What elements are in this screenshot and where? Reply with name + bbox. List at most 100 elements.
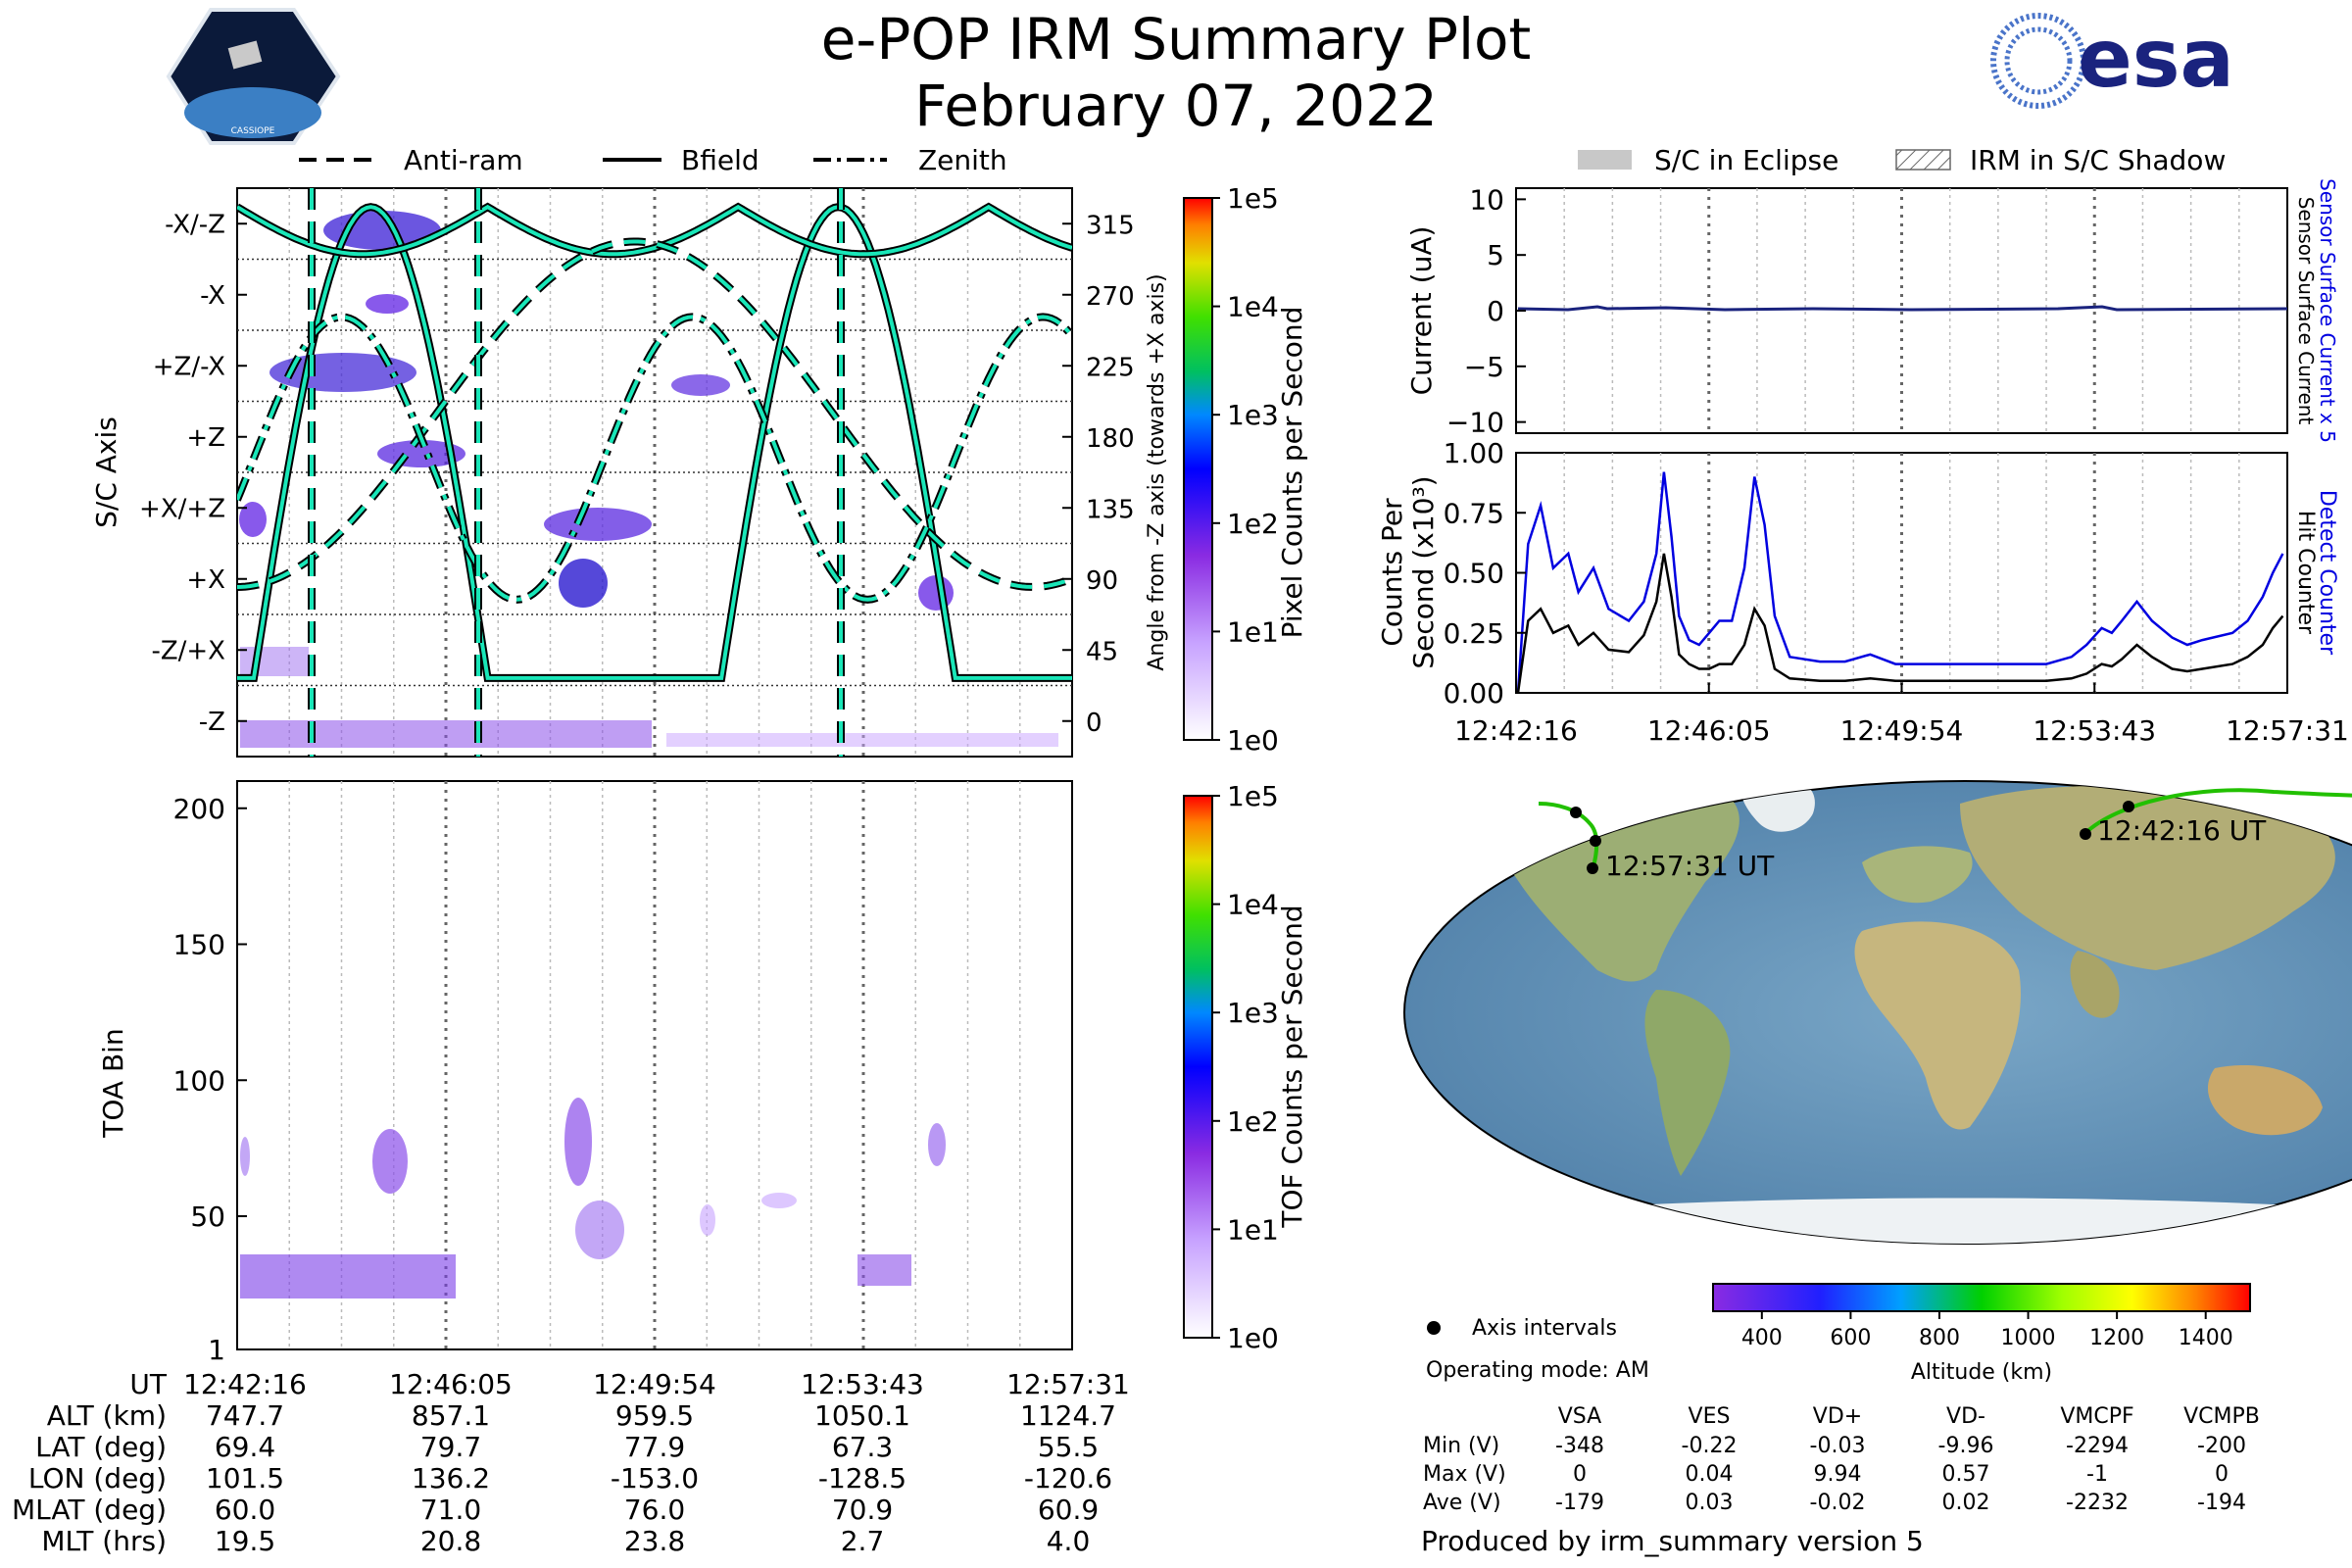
colorbar-tick-label: 1e4 xyxy=(1227,889,1279,921)
pixel-angle-tick-label: 270 xyxy=(1086,282,1135,312)
anti-ram-curve xyxy=(237,239,1072,589)
tof-ytick-label: 100 xyxy=(173,1064,225,1097)
tof-panel-ylabel: TOA Bin xyxy=(97,1028,129,1138)
counts-xtick-label: 12:57:31 xyxy=(2226,714,2349,747)
legend-anti-ram: Anti-ram xyxy=(404,144,523,176)
voltage-cell: -0.02 xyxy=(1810,1491,1866,1515)
current-legend: S/C in Eclipse IRM in S/C Shadow xyxy=(1578,144,2226,176)
voltage-header: VD+ xyxy=(1813,1404,1862,1429)
voltage-cell: 0.04 xyxy=(1686,1462,1734,1487)
pixel-ytick-label: +Z/-X xyxy=(153,352,225,381)
zenith-curve xyxy=(237,315,1072,602)
pixel-angle-tick-label: 45 xyxy=(1086,637,1118,666)
pixel-ytick-label: -Z/+X xyxy=(151,636,225,665)
counts-ytick-label: 0.50 xyxy=(1444,558,1504,590)
voltage-cell: -1 xyxy=(2086,1462,2108,1487)
colorbar-tick-label: 1e0 xyxy=(1227,1322,1279,1354)
voltage-cell: -179 xyxy=(1555,1491,1604,1515)
pixel-angle-tick-label: 0 xyxy=(1086,709,1102,738)
current-line xyxy=(1517,305,2288,312)
orbit-track-start xyxy=(2083,788,2352,835)
orbit-cell: 747.7 xyxy=(206,1399,284,1432)
colorbar-tick-label: 1e3 xyxy=(1227,399,1279,431)
legend-bfield: Bfield xyxy=(681,144,760,176)
orbit-marker xyxy=(1570,807,1582,818)
counts-panel: 1.00 0.75 0.50 0.25 0.00 12:42:16 12:46:05 12:… xyxy=(1376,437,2349,747)
orbit-cell: 70.9 xyxy=(832,1494,893,1526)
voltage-header: VES xyxy=(1689,1404,1731,1429)
orbit-cell: 76.0 xyxy=(624,1494,685,1526)
tof-colorbar: 1e5 1e4 1e3 1e2 1e1 1e0 TOF Counts per Second xyxy=(1183,780,1308,1354)
altitude-tick-label: 1200 xyxy=(2089,1326,2144,1350)
voltage-cell: 0 xyxy=(2215,1462,2229,1487)
voltage-row-label: Ave (V) xyxy=(1423,1491,1501,1515)
orbit-cell: 69.4 xyxy=(215,1431,275,1463)
orbit-cell: 23.8 xyxy=(624,1525,685,1557)
pixel-angle-tick-label: 225 xyxy=(1086,353,1135,382)
legend-shadow: IRM in S/C Shadow xyxy=(1970,144,2226,176)
current-ytick-label: 10 xyxy=(1469,183,1504,216)
orbit-marker xyxy=(2123,801,2134,812)
tof-ytick-label: 1 xyxy=(208,1334,225,1366)
orbit-row-label: ALT (km) xyxy=(47,1399,167,1432)
pixel-angle-tick-label: 315 xyxy=(1086,211,1135,240)
pixel-ytick-label: -Z xyxy=(199,708,225,737)
esa-logo: esa xyxy=(1990,13,2234,109)
voltage-cell: -0.03 xyxy=(1810,1434,1866,1458)
operating-mode: Operating mode: AM xyxy=(1426,1358,1649,1383)
current-ytick-label: −5 xyxy=(1464,351,1504,383)
voltage-cell: -0.22 xyxy=(1682,1434,1738,1458)
current-right-label-2: Sensor Surface Current xyxy=(2294,197,2318,425)
voltage-table: VSA VES VD+ VD- VMCPF VCMPB Min (V) -348 -0.22 -0… xyxy=(1423,1404,2260,1515)
altitude-tick-label: 400 xyxy=(1741,1326,1783,1350)
orbit-row-label: LON (deg) xyxy=(28,1462,167,1494)
legend-zenith: Zenith xyxy=(918,144,1007,176)
voltage-header: VCMPB xyxy=(2183,1404,2260,1429)
colorbar-tick-label: 1e5 xyxy=(1227,182,1279,215)
colorbar-tick-label: 1e4 xyxy=(1227,291,1279,323)
cassiope-logo: CASSIOPE xyxy=(166,8,341,145)
current-ylabel: Current (uA) xyxy=(1405,226,1438,396)
orbit-cell: -120.6 xyxy=(1024,1462,1112,1494)
voltage-header: VD- xyxy=(1946,1404,1985,1429)
current-ytick-label: 5 xyxy=(1487,239,1504,271)
tof-ytick-label: 50 xyxy=(190,1200,225,1233)
colorbar-tick-label: 1e1 xyxy=(1227,1213,1279,1246)
pixel-panel-legend: Anti-ram Bfield Zenith xyxy=(299,144,1007,176)
pixel-ytick-label: +Z xyxy=(186,423,225,453)
pixel-panel-right-label: Angle from -Z axis (towards +X axis) xyxy=(1145,273,1169,670)
altitude-tick-label: 800 xyxy=(1919,1326,1960,1350)
orbit-cell: 67.3 xyxy=(832,1431,893,1463)
orbit-row-label: UT xyxy=(129,1368,167,1400)
orbit-marker xyxy=(1590,835,1601,847)
orbit-cell: 2.7 xyxy=(841,1525,885,1557)
counts-xtick-label: 12:46:05 xyxy=(1647,714,1771,747)
orbit-cell: 60.0 xyxy=(215,1494,275,1526)
voltage-cell: 0.57 xyxy=(1942,1462,1990,1487)
orbit-cell: 19.5 xyxy=(215,1525,275,1557)
voltage-cell: -348 xyxy=(1555,1434,1604,1458)
figure-date: February 07, 2022 xyxy=(914,73,1438,139)
current-ytick-label: −10 xyxy=(1446,407,1504,439)
orbit-row-label: MLT (hrs) xyxy=(41,1525,167,1557)
orbit-start-marker xyxy=(2080,828,2091,840)
counts-ytick-label: 0.75 xyxy=(1444,497,1504,529)
orbit-cell: 12:42:16 xyxy=(183,1368,307,1400)
pixel-ytick-label: +X/+Z xyxy=(139,494,225,523)
altitude-tick-label: 1000 xyxy=(2001,1326,2056,1350)
voltage-cell: 0.02 xyxy=(1942,1491,1990,1515)
counts-right-label-2: Hit Counter xyxy=(2293,511,2318,635)
orbit-cell: 12:57:31 xyxy=(1006,1368,1130,1400)
pixel-colorbar: 1e5 1e4 1e3 1e2 1e1 1e0 Pixel Counts per Seco… xyxy=(1183,182,1308,757)
voltage-cell: 0.03 xyxy=(1686,1491,1734,1515)
orbit-cell: 959.5 xyxy=(615,1399,694,1432)
axis-interval-label: Axis intervals xyxy=(1472,1316,1617,1341)
colorbar-tick-label: 1e1 xyxy=(1227,615,1279,648)
voltage-cell: 9.94 xyxy=(1814,1462,1862,1487)
orbit-end-marker xyxy=(1587,862,1598,874)
orbit-table: UT 12:42:16 12:46:05 12:49:54 12:53:43 12:57:… xyxy=(12,1368,1130,1557)
world-map: 12:42:16 UT 12:57:31 UT xyxy=(1403,780,2352,1245)
tof-panel: TOA Bin 200 150 100 50 1 xyxy=(97,780,1073,1366)
voltage-header: VSA xyxy=(1558,1404,1601,1429)
orbit-cell: 60.9 xyxy=(1038,1494,1099,1526)
